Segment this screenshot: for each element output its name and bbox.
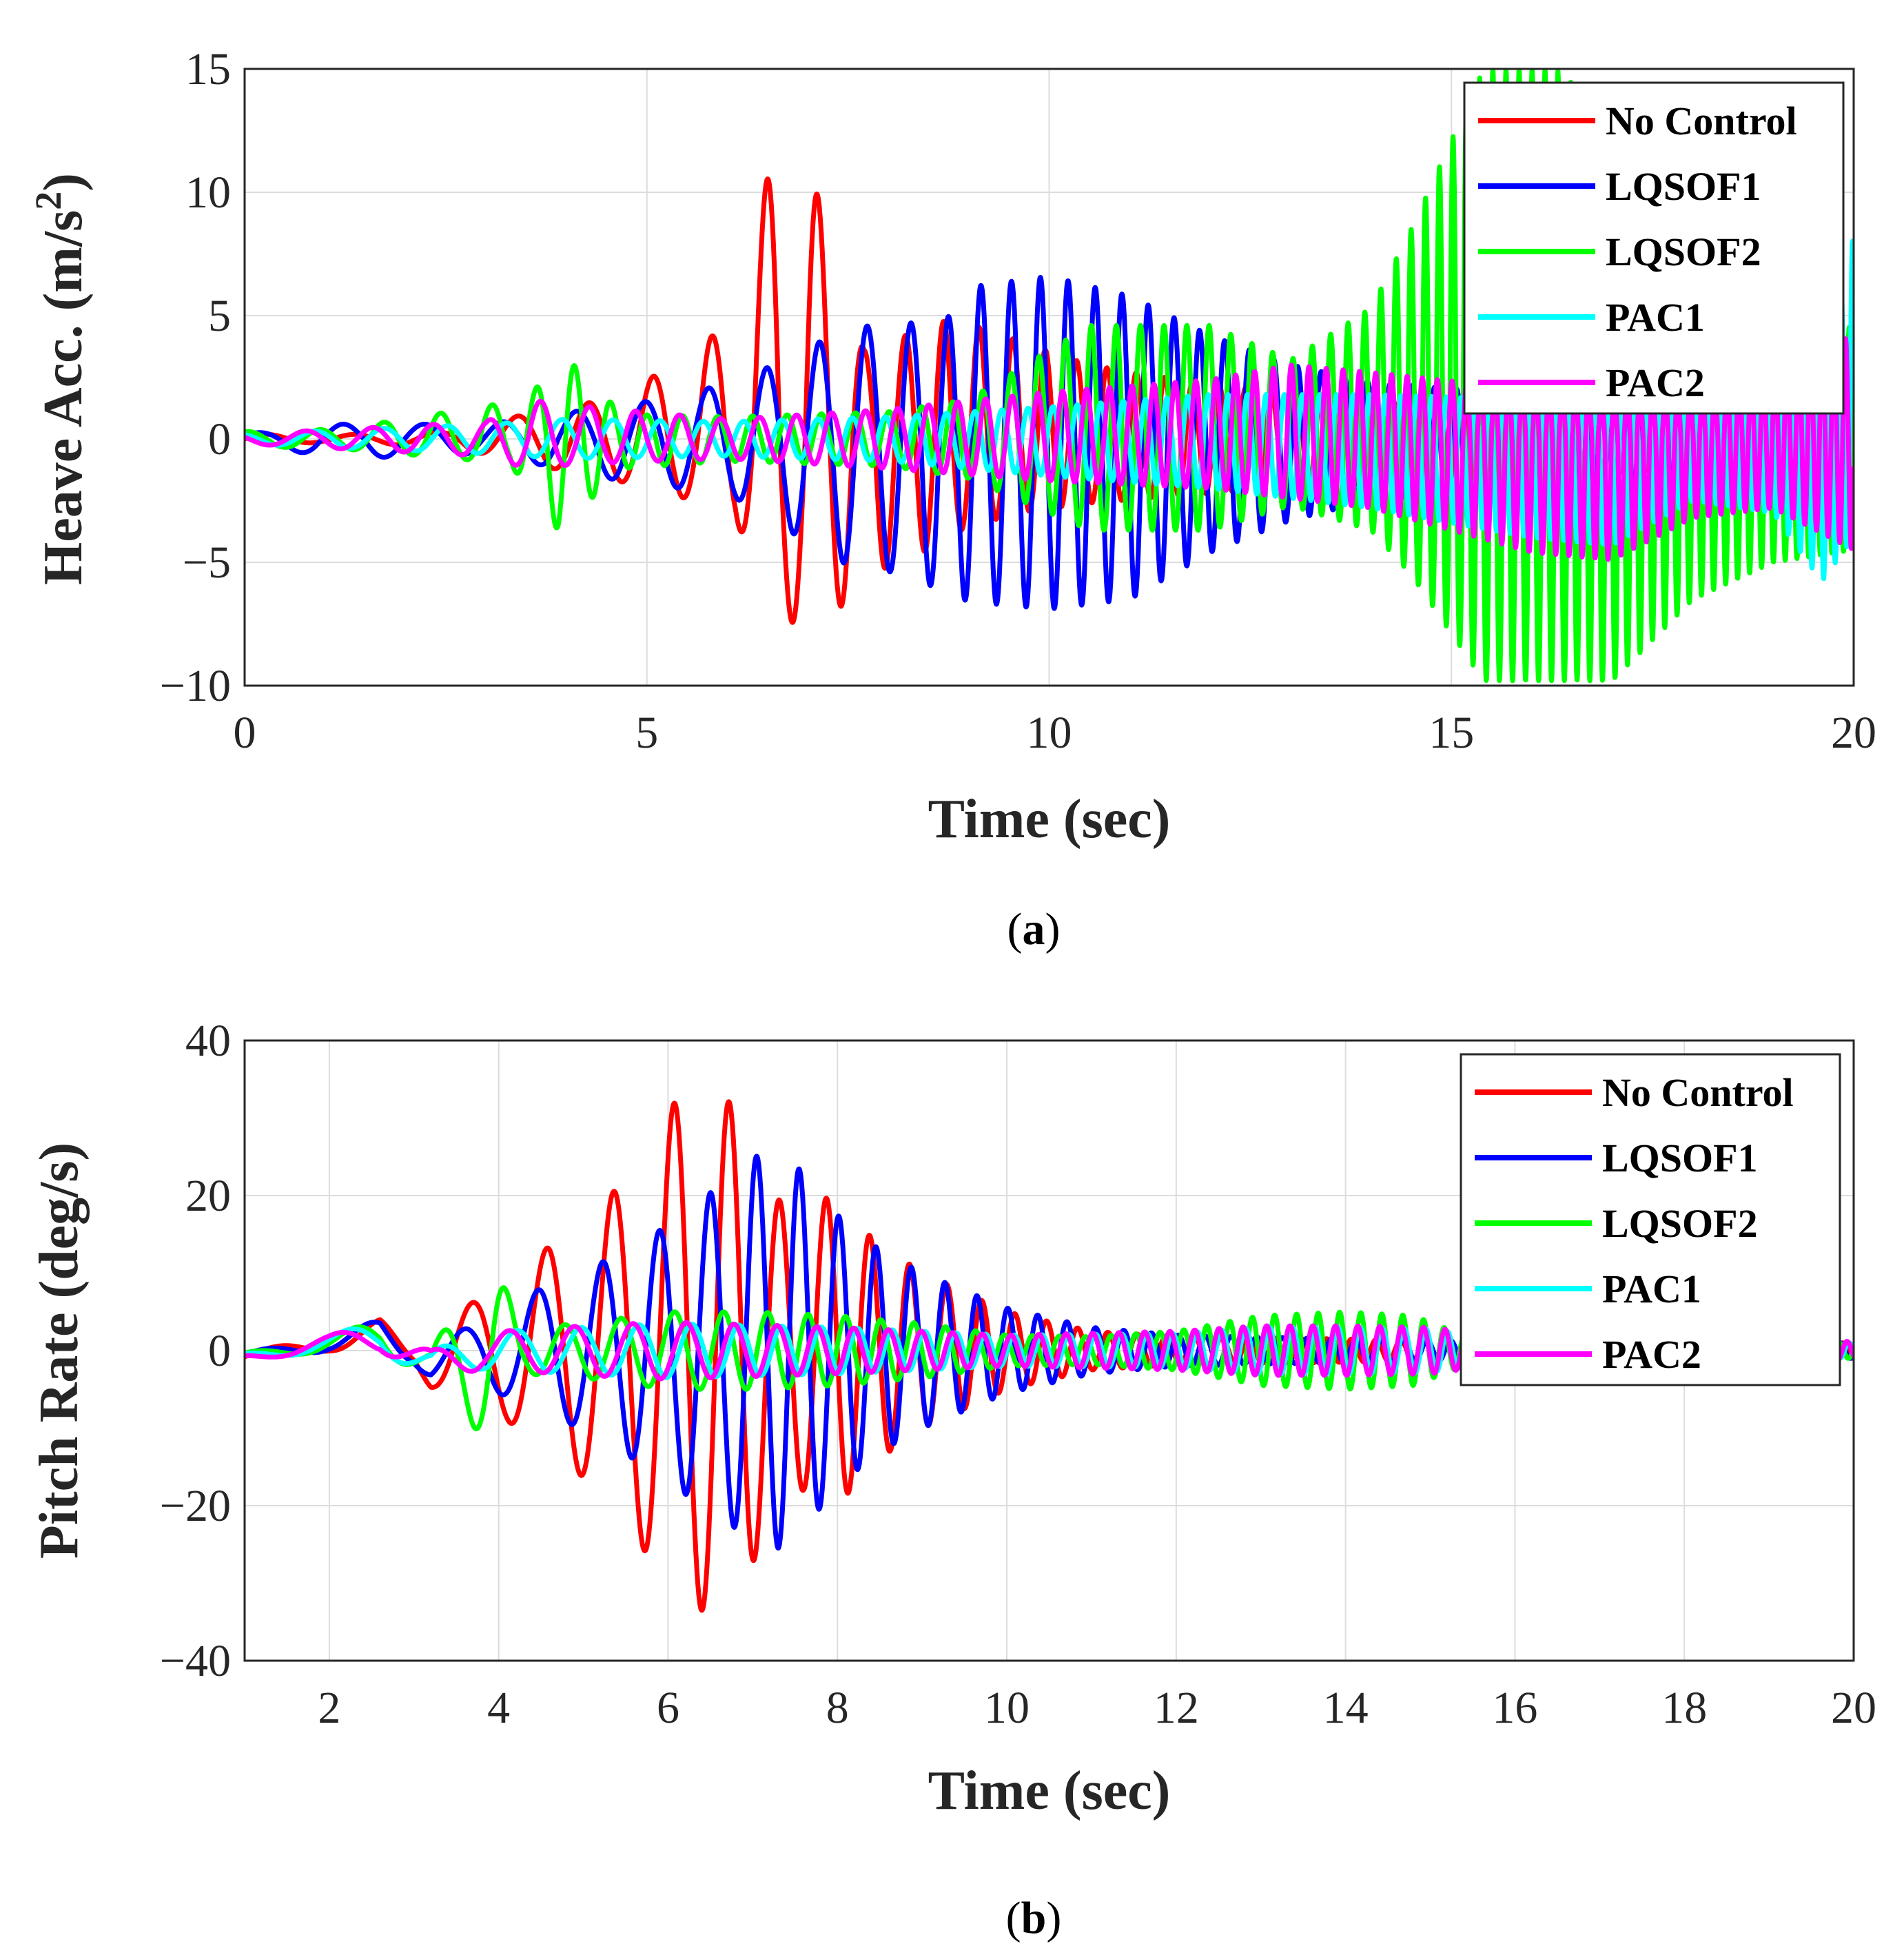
x-tick-label: 2: [318, 1683, 340, 1733]
legend: No Control LQSOF1 LQSOF2 PAC1 PAC2: [1460, 1053, 1841, 1386]
legend-entry-label: LQSOF1: [1606, 164, 1761, 209]
x-tick-label: 14: [1323, 1683, 1369, 1733]
y-tick-label: 20: [185, 1171, 231, 1221]
legend-box: [1463, 81, 1845, 415]
y-axis-label: Heave Acc. (m/s2): [28, 173, 94, 585]
caption-b: (b): [1006, 1893, 1062, 1943]
x-tick-label: 20: [1831, 708, 1876, 758]
y-axis-label: Pitch Rate (deg/s): [29, 1143, 90, 1559]
x-tick-label: 10: [1027, 708, 1072, 758]
legend-entry-label: PAC2: [1602, 1332, 1701, 1377]
y-tick-label: −5: [183, 537, 231, 588]
legend-entry-label: No Control: [1606, 99, 1797, 143]
x-tick-label: 0: [234, 708, 256, 758]
x-tick-label: 5: [635, 708, 658, 758]
legend: No Control LQSOF1 LQSOF2 PAC1 PAC2: [1463, 81, 1845, 415]
x-axis-label: Time (sec): [928, 1761, 1171, 1821]
x-tick-label: 15: [1429, 708, 1474, 758]
x-axis-label: Time (sec): [928, 789, 1171, 850]
caption-a: (a): [1007, 904, 1061, 954]
panel-b-pitch-rate: 2 4 6 8 10 12 14 16 18 20 −40 −20 0 20 40 Time (sec) Pit…: [29, 1016, 1876, 1821]
y-tick-label: −10: [160, 661, 231, 711]
x-tick-label: 20: [1831, 1683, 1876, 1733]
y-tick-label: −40: [160, 1636, 231, 1686]
legend-box: [1460, 1053, 1841, 1386]
x-tick-label: 4: [487, 1683, 510, 1733]
panel-a-heave-acceleration: 0 5 10 15 20 −10 −5 0 5 10 15 Time (sec) Heave Acc. …: [28, 44, 1876, 850]
legend-entry-label: LQSOF1: [1602, 1136, 1758, 1180]
x-tick-label: 18: [1661, 1683, 1707, 1733]
legend-entry-label: PAC2: [1606, 360, 1705, 405]
legend-entry-label: LQSOF2: [1606, 229, 1761, 274]
legend-entry-label: LQSOF2: [1602, 1201, 1758, 1246]
x-tick-label: 6: [657, 1683, 679, 1733]
y-tick-label: 0: [208, 414, 231, 464]
y-tick-label: 0: [208, 1326, 231, 1376]
y-tick-label: 5: [208, 291, 231, 341]
legend-entry-label: No Control: [1602, 1070, 1794, 1115]
legend-entry-label: PAC1: [1602, 1267, 1701, 1311]
series-line-pac2: [245, 336, 1854, 562]
y-tick-label: 40: [185, 1016, 231, 1066]
x-tick-label: 12: [1154, 1683, 1199, 1733]
x-tick-label: 16: [1492, 1683, 1537, 1733]
legend-entry-label: PAC1: [1606, 295, 1705, 340]
plot-frame: [243, 68, 1855, 687]
x-tick-label: 8: [826, 1683, 849, 1733]
y-tick-label: −20: [160, 1481, 231, 1531]
y-tick-label: 10: [185, 167, 231, 218]
y-tick-label: 15: [185, 44, 231, 94]
x-tick-label: 10: [984, 1683, 1030, 1733]
plot-frame: [243, 1039, 1855, 1662]
